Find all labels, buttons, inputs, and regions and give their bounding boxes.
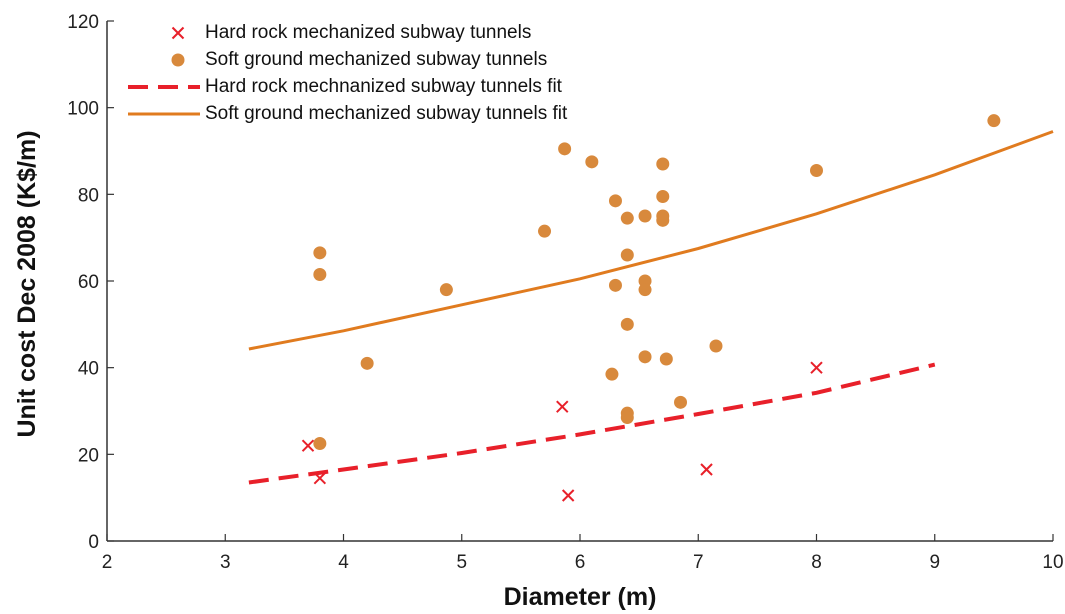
x-tick-label: 5 (456, 552, 467, 573)
x-tick-label: 8 (811, 552, 822, 573)
y-tick-label: 0 (88, 532, 99, 553)
series-layer (248, 114, 1054, 502)
data-point-circle (638, 209, 652, 223)
data-point-circle (674, 395, 688, 409)
legend-item-soft-ground-points: Soft ground mechanized subway tunnels (171, 49, 547, 70)
x-tick-label: 2 (102, 552, 113, 573)
data-point-circle (538, 224, 552, 238)
data-point-circle (608, 194, 622, 208)
data-point-x (313, 471, 327, 485)
data-point-circle (608, 278, 622, 292)
data-point-x (301, 439, 315, 452)
data-point-circle (620, 248, 634, 262)
data-point-circle (313, 437, 327, 450)
data-point-x (700, 463, 713, 476)
legend-label-hard-rock-points: Hard rock mechanized subway tunnels (205, 22, 531, 43)
data-point-circle (585, 155, 599, 169)
series-line-3 (248, 130, 1054, 351)
x-tick-label: 10 (1042, 552, 1063, 573)
y-tick-label: 120 (67, 12, 99, 33)
data-point-circle (638, 283, 652, 297)
data-point-circle (810, 164, 823, 177)
data-point-circle (656, 157, 670, 171)
data-point-circle (620, 211, 634, 225)
y-tick-label: 80 (78, 185, 99, 206)
y-tick-label: 60 (78, 272, 99, 293)
legend-label-soft-ground-fit: Soft ground mechanized subway tunnels fi… (205, 103, 568, 124)
x-axis-title: Diameter (m) (504, 583, 657, 611)
data-point-circle (656, 213, 670, 227)
x-tick-label: 7 (693, 552, 704, 573)
legend-label-hard-rock-fit: Hard rock mechnanized subway tunnels fit (205, 76, 563, 97)
data-point-circle (313, 268, 327, 281)
y-tick-label: 40 (78, 359, 99, 380)
legend-marker-x (171, 26, 185, 40)
legend-item-hard-rock-fit: Hard rock mechnanized subway tunnels fit (128, 76, 563, 97)
x-tick-label: 9 (929, 552, 940, 573)
x-tick-label: 6 (575, 552, 586, 573)
x-tick-label: 3 (220, 552, 231, 573)
legend: Hard rock mechanized subway tunnels Soft… (128, 22, 568, 124)
data-point-circle (605, 367, 619, 381)
data-point-circle (638, 350, 652, 364)
data-point-circle (620, 411, 634, 424)
data-point-circle (620, 317, 634, 331)
data-point-x (810, 361, 823, 374)
legend-item-hard-rock-points: Hard rock mechanized subway tunnels (171, 22, 531, 43)
data-point-circle (709, 339, 723, 353)
series-line-2 (248, 362, 936, 485)
data-point-circle (360, 356, 374, 370)
y-axis-title: Unit cost Dec 2008 (K$/m) (13, 130, 41, 437)
legend-label-soft-ground-points: Soft ground mechanized subway tunnels (205, 49, 547, 70)
data-point-circle (439, 283, 453, 297)
legend-x-glyph (171, 26, 185, 40)
x-tick-label: 4 (338, 552, 349, 573)
data-point-x (556, 400, 569, 413)
data-point-circle (558, 142, 572, 156)
data-point-circle (987, 114, 1001, 128)
y-tick-label: 100 (67, 99, 99, 120)
data-point-x (561, 489, 575, 502)
legend-circle-glyph (171, 53, 185, 67)
legend-marker-circle (171, 53, 185, 67)
data-point-circle (313, 246, 327, 260)
data-point-circle (659, 352, 673, 366)
legend-item-soft-ground-fit: Soft ground mechanized subway tunnels fi… (128, 103, 568, 124)
data-point-circle (656, 190, 670, 203)
y-tick-label: 20 (78, 445, 99, 466)
